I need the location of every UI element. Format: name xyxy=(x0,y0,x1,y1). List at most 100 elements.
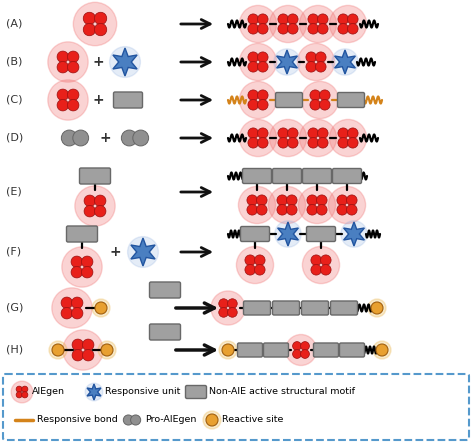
FancyBboxPatch shape xyxy=(237,343,263,357)
FancyBboxPatch shape xyxy=(3,374,469,440)
Circle shape xyxy=(248,14,258,24)
Text: Non-AIE active structural motif: Non-AIE active structural motif xyxy=(209,388,355,396)
Polygon shape xyxy=(278,222,299,246)
Circle shape xyxy=(123,415,133,425)
Text: (F): (F) xyxy=(6,247,21,257)
Circle shape xyxy=(228,308,237,317)
Circle shape xyxy=(248,52,258,62)
Circle shape xyxy=(308,128,319,138)
Circle shape xyxy=(211,291,245,325)
Circle shape xyxy=(71,267,82,278)
Circle shape xyxy=(317,195,327,206)
Circle shape xyxy=(301,350,310,358)
Circle shape xyxy=(317,205,327,215)
FancyBboxPatch shape xyxy=(149,324,181,340)
Circle shape xyxy=(292,350,301,358)
Circle shape xyxy=(275,221,301,247)
FancyBboxPatch shape xyxy=(149,282,181,298)
Circle shape xyxy=(277,205,287,215)
FancyBboxPatch shape xyxy=(302,168,331,183)
Text: +: + xyxy=(109,245,121,259)
Circle shape xyxy=(131,415,141,425)
Text: Responsive bond: Responsive bond xyxy=(37,415,118,424)
Circle shape xyxy=(84,206,96,217)
Circle shape xyxy=(72,339,83,351)
Circle shape xyxy=(329,5,366,42)
Circle shape xyxy=(248,137,258,148)
Text: Pro-AIEgen: Pro-AIEgen xyxy=(145,415,196,424)
FancyBboxPatch shape xyxy=(301,301,328,315)
Circle shape xyxy=(308,14,319,24)
Circle shape xyxy=(277,195,287,206)
Circle shape xyxy=(297,43,335,80)
FancyBboxPatch shape xyxy=(244,301,271,315)
Circle shape xyxy=(248,23,258,34)
Circle shape xyxy=(311,255,321,266)
Circle shape xyxy=(299,187,336,224)
Circle shape xyxy=(320,264,331,275)
FancyBboxPatch shape xyxy=(330,301,357,315)
Circle shape xyxy=(316,61,326,72)
Circle shape xyxy=(52,344,64,356)
Circle shape xyxy=(247,205,257,215)
FancyBboxPatch shape xyxy=(275,92,302,107)
Circle shape xyxy=(337,195,347,206)
Text: Reactive site: Reactive site xyxy=(222,415,283,424)
Circle shape xyxy=(371,302,383,314)
Circle shape xyxy=(285,335,317,366)
Circle shape xyxy=(83,23,96,36)
FancyBboxPatch shape xyxy=(273,168,301,183)
Circle shape xyxy=(268,187,306,224)
Circle shape xyxy=(206,414,218,426)
Circle shape xyxy=(84,195,96,206)
Circle shape xyxy=(278,128,289,138)
Circle shape xyxy=(238,187,275,224)
Circle shape xyxy=(57,99,69,111)
Circle shape xyxy=(257,14,268,24)
Circle shape xyxy=(239,43,277,80)
Circle shape xyxy=(239,81,277,118)
Text: AIEgen: AIEgen xyxy=(32,388,65,396)
Circle shape xyxy=(92,299,110,317)
Text: (C): (C) xyxy=(6,95,22,105)
Circle shape xyxy=(256,205,267,215)
Circle shape xyxy=(318,128,328,138)
Circle shape xyxy=(347,137,358,148)
Circle shape xyxy=(308,137,319,148)
Circle shape xyxy=(347,128,358,138)
Circle shape xyxy=(71,256,82,267)
Circle shape xyxy=(83,12,96,25)
Circle shape xyxy=(300,5,337,42)
Text: (D): (D) xyxy=(6,133,23,143)
FancyBboxPatch shape xyxy=(66,226,98,242)
FancyBboxPatch shape xyxy=(185,385,207,399)
Text: +: + xyxy=(92,93,104,107)
Circle shape xyxy=(82,267,93,278)
Circle shape xyxy=(256,195,267,206)
Circle shape xyxy=(57,51,69,62)
Circle shape xyxy=(67,99,79,111)
Circle shape xyxy=(257,99,268,110)
Circle shape xyxy=(306,61,317,72)
FancyBboxPatch shape xyxy=(273,301,300,315)
Circle shape xyxy=(318,23,328,34)
Circle shape xyxy=(308,23,319,34)
Circle shape xyxy=(219,308,228,317)
Circle shape xyxy=(269,5,307,42)
Circle shape xyxy=(329,119,366,156)
Circle shape xyxy=(121,130,137,146)
Circle shape xyxy=(94,206,106,217)
Circle shape xyxy=(67,51,79,62)
Circle shape xyxy=(286,205,297,215)
Circle shape xyxy=(239,119,277,156)
Circle shape xyxy=(133,130,149,146)
Circle shape xyxy=(61,308,73,319)
Polygon shape xyxy=(335,50,356,74)
Circle shape xyxy=(94,23,107,36)
Circle shape xyxy=(11,381,33,403)
Circle shape xyxy=(338,128,348,138)
Circle shape xyxy=(239,5,277,42)
Circle shape xyxy=(61,297,73,309)
Circle shape xyxy=(257,23,268,34)
FancyBboxPatch shape xyxy=(337,92,365,107)
